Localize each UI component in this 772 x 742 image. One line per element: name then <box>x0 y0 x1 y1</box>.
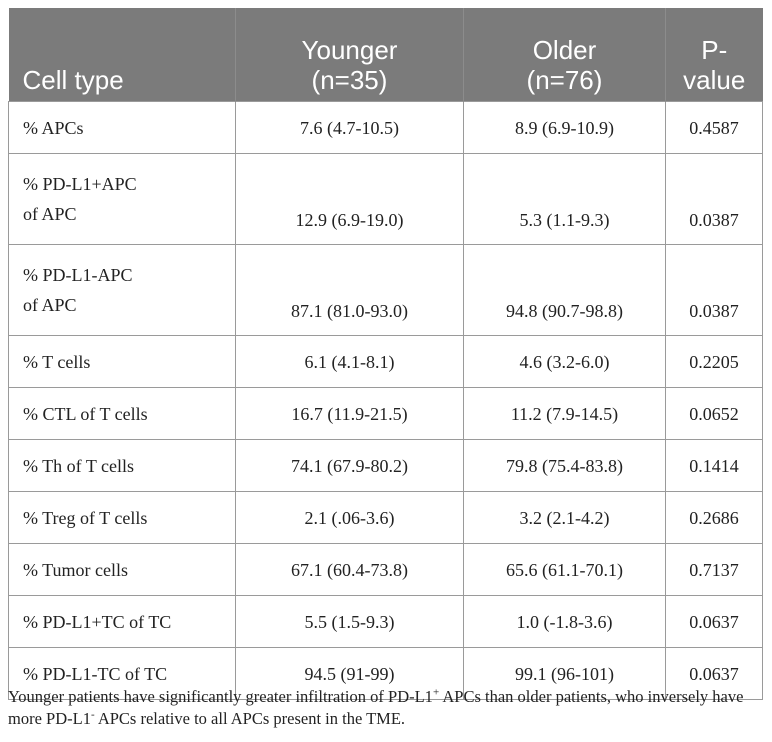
younger-value: 6.1 (4.1-8.1) <box>235 335 464 388</box>
p-value: 0.0637 <box>665 595 763 648</box>
row-label: % PD-L1+TC of TC <box>8 595 236 648</box>
table-row: % Th of T cells 74.1 (67.9-80.2) 79.8 (7… <box>8 439 763 492</box>
row-label: % T cells <box>8 335 236 388</box>
older-value: 1.0 (-1.8-3.6) <box>463 595 666 648</box>
superscript-minus: - <box>90 708 95 721</box>
header-row: Cell type Younger (n=35) Older (n=76) P-va… <box>8 8 763 102</box>
older-value: 79.8 (75.4-83.8) <box>463 439 666 492</box>
older-value: 5.3 (1.1-9.3) <box>463 153 666 245</box>
younger-value: 67.1 (60.4-73.8) <box>235 543 464 596</box>
p-value: 0.2205 <box>665 335 763 388</box>
header-cell-type: Cell type <box>8 8 236 102</box>
younger-value: 5.5 (1.5-9.3) <box>235 595 464 648</box>
superscript-plus: + <box>432 686 440 699</box>
table-row: % Tumor cells 67.1 (60.4-73.8) 65.6 (61.… <box>8 543 763 596</box>
younger-value: 16.7 (11.9-21.5) <box>235 387 464 440</box>
row-label: % CTL of T cells <box>8 387 236 440</box>
header-older: Older (n=76) <box>463 8 666 102</box>
table-row: % PD-L1-TC of TC 94.5 (91-99) 99.1 (96-1… <box>8 647 763 700</box>
table-row: % PD-L1+TC of TC 5.5 (1.5-9.3) 1.0 (-1.8… <box>8 595 763 648</box>
p-value: 0.4587 <box>665 101 763 154</box>
younger-value: 94.5 (91-99) <box>235 647 464 700</box>
table-row: % PD-L1-APC of APC 87.1 (81.0-93.0) 94.8 … <box>8 244 763 336</box>
table-row: % PD-L1+APC of APC 12.9 (6.9-19.0) 5.3 (1… <box>8 153 763 245</box>
older-value: 65.6 (61.1-70.1) <box>463 543 666 596</box>
table-row: % CTL of T cells 16.7 (11.9-21.5) 11.2 (… <box>8 387 763 440</box>
row-label: % APCs <box>8 101 236 154</box>
row-label: % Treg of T cells <box>8 491 236 544</box>
p-value: 0.0652 <box>665 387 763 440</box>
row-label: % Th of T cells <box>8 439 236 492</box>
younger-value: 74.1 (67.9-80.2) <box>235 439 464 492</box>
row-label: % Tumor cells <box>8 543 236 596</box>
header-younger: Younger (n=35) <box>235 8 464 102</box>
younger-value: 12.9 (6.9-19.0) <box>235 153 464 245</box>
table-row: % Treg of T cells 2.1 (.06-3.6) 3.2 (2.1… <box>8 491 763 544</box>
older-value: 94.8 (90.7-98.8) <box>463 244 666 336</box>
row-label: % PD-L1-APC of APC <box>8 244 236 336</box>
table-caption: Younger patients have significantly grea… <box>8 686 744 728</box>
table-row: % APCs 7.6 (4.7-10.5) 8.9 (6.9-10.9) 0.4… <box>8 101 763 154</box>
younger-value: 7.6 (4.7-10.5) <box>235 101 464 154</box>
p-value: 0.0387 <box>665 153 763 245</box>
older-value: 11.2 (7.9-14.5) <box>463 387 666 440</box>
header-p-value: P-value <box>665 8 763 102</box>
older-value: 3.2 (2.1-4.2) <box>463 491 666 544</box>
p-value: 0.2686 <box>665 491 763 544</box>
p-value: 0.1414 <box>665 439 763 492</box>
younger-value: 2.1 (.06-3.6) <box>235 491 464 544</box>
younger-value: 87.1 (81.0-93.0) <box>235 244 464 336</box>
cell-type-table: Cell type Younger (n=35) Older (n=76) P-va… <box>8 8 763 700</box>
table-row: % T cells 6.1 (4.1-8.1) 4.6 (3.2-6.0) 0.… <box>8 335 763 388</box>
older-value: 4.6 (3.2-6.0) <box>463 335 666 388</box>
row-label: % PD-L1+APC of APC <box>8 153 236 245</box>
row-label: % PD-L1-TC of TC <box>8 647 236 700</box>
p-value: 0.7137 <box>665 543 763 596</box>
older-value: 8.9 (6.9-10.9) <box>463 101 666 154</box>
p-value: 0.0387 <box>665 244 763 336</box>
p-value: 0.0637 <box>665 647 763 700</box>
